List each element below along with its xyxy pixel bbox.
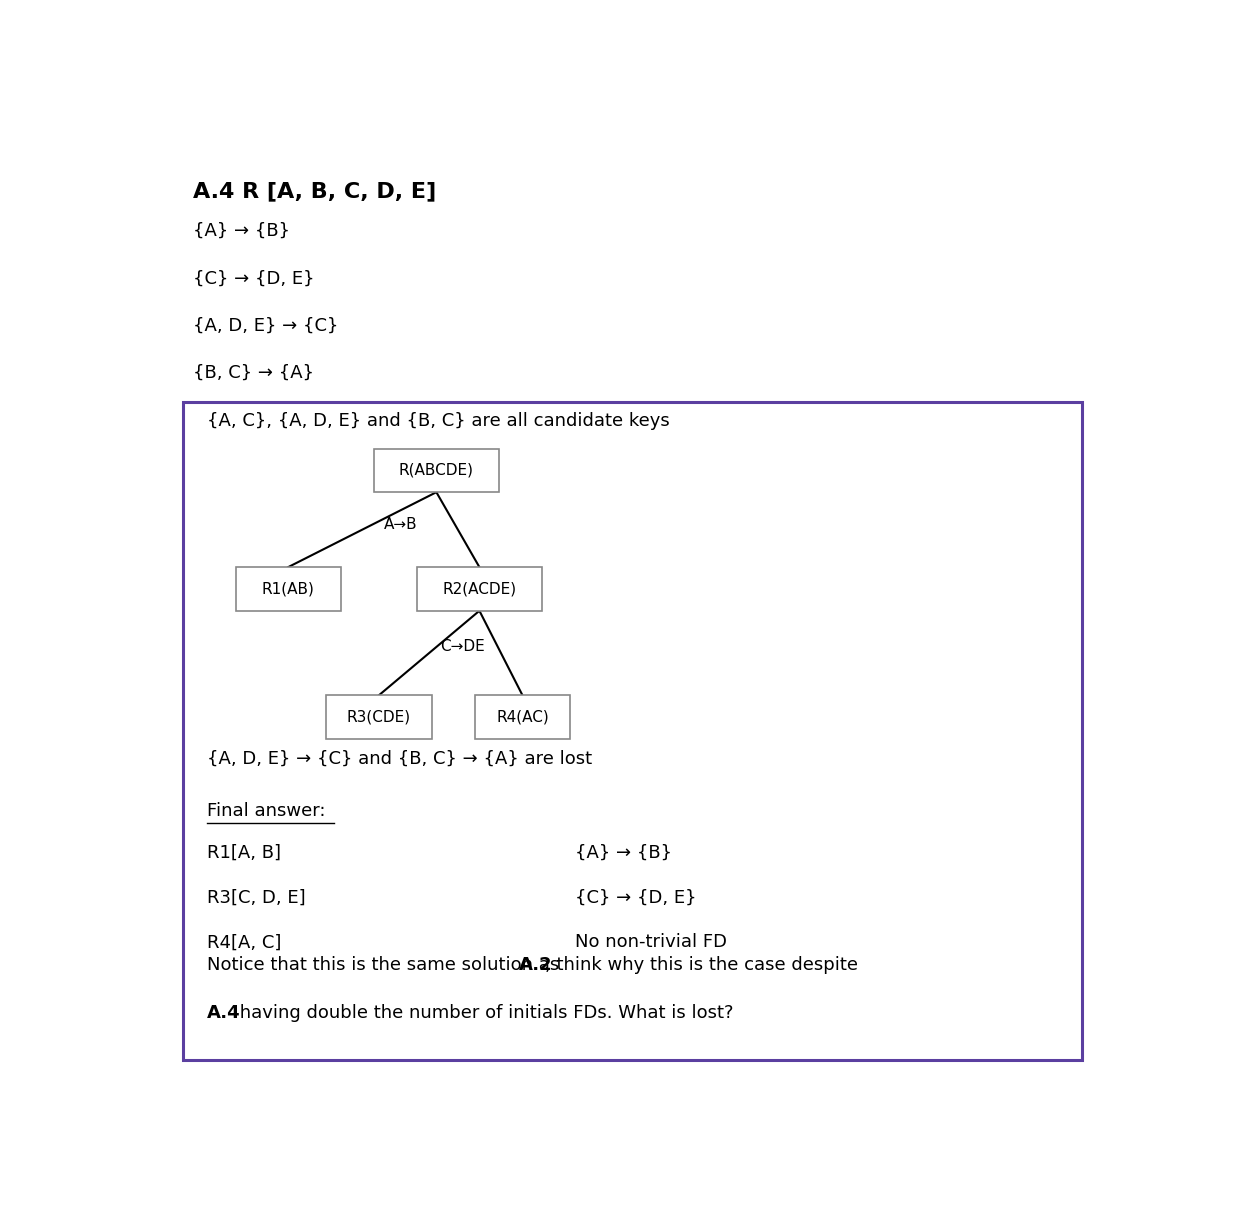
Text: {A, D, E} → {C} and {B, C} → {A} are lost: {A, D, E} → {C} and {B, C} → {A} are los… <box>207 750 592 769</box>
Text: A.2: A.2 <box>518 956 553 975</box>
Text: R3(CDE): R3(CDE) <box>347 710 411 724</box>
Text: {A, C}, {A, D, E} and {B, C} are all candidate keys: {A, C}, {A, D, E} and {B, C} are all can… <box>207 411 670 430</box>
Text: R4(AC): R4(AC) <box>496 710 549 724</box>
FancyBboxPatch shape <box>236 567 341 611</box>
Text: R2(ACDE): R2(ACDE) <box>442 582 517 596</box>
Text: A.4 R [A, B, C, D, E]: A.4 R [A, B, C, D, E] <box>193 181 436 201</box>
Text: Final answer:: Final answer: <box>207 802 326 821</box>
Text: C→DE: C→DE <box>439 639 485 654</box>
FancyBboxPatch shape <box>183 402 1082 1061</box>
Text: {A} → {B}: {A} → {B} <box>575 844 673 862</box>
FancyBboxPatch shape <box>475 695 570 739</box>
FancyBboxPatch shape <box>326 695 432 739</box>
Text: having double the number of initials FDs. What is lost?: having double the number of initials FDs… <box>233 1004 733 1021</box>
Text: {B, C} → {A}: {B, C} → {A} <box>193 365 313 382</box>
Text: No non-trivial FD: No non-trivial FD <box>575 934 727 951</box>
Text: {A} → {B}: {A} → {B} <box>193 222 290 240</box>
Text: R3[C, D, E]: R3[C, D, E] <box>207 888 306 907</box>
Text: R(ABCDE): R(ABCDE) <box>399 463 474 478</box>
Text: , think why this is the case despite: , think why this is the case despite <box>545 956 859 975</box>
FancyBboxPatch shape <box>417 567 542 611</box>
FancyBboxPatch shape <box>374 448 499 493</box>
Text: A→B: A→B <box>384 517 418 532</box>
Text: {A, D, E} → {C}: {A, D, E} → {C} <box>193 317 338 335</box>
Text: A.4: A.4 <box>207 1004 241 1021</box>
Text: Notice that this is the same solution as: Notice that this is the same solution as <box>207 956 565 975</box>
Text: R4[A, C]: R4[A, C] <box>207 934 281 951</box>
Text: {C} → {D, E}: {C} → {D, E} <box>575 888 696 907</box>
Text: R1(AB): R1(AB) <box>262 582 315 596</box>
Text: {C} → {D, E}: {C} → {D, E} <box>193 270 313 287</box>
Text: R1[A, B]: R1[A, B] <box>207 844 281 862</box>
